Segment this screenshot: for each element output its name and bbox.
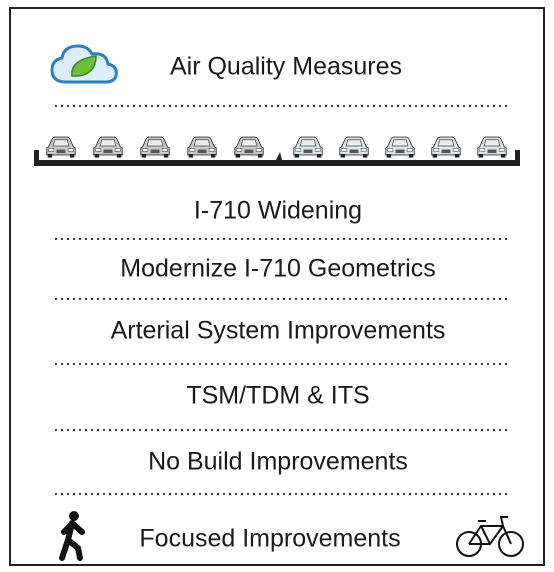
item-label: Modernize I-710 Geometrics bbox=[120, 255, 435, 283]
diagram: Air Quality Measures I-710 Widening Mode… bbox=[0, 0, 554, 572]
item-label: Arterial System Improvements bbox=[111, 317, 446, 345]
footer-label: Focused Improvements bbox=[139, 525, 400, 553]
item-label: No Build Improvements bbox=[148, 448, 408, 476]
header-title: Air Quality Measures bbox=[170, 53, 402, 81]
item-label: I-710 Widening bbox=[194, 197, 362, 225]
frame bbox=[10, 8, 544, 565]
item-label: TSM/TDM & ITS bbox=[186, 382, 369, 410]
